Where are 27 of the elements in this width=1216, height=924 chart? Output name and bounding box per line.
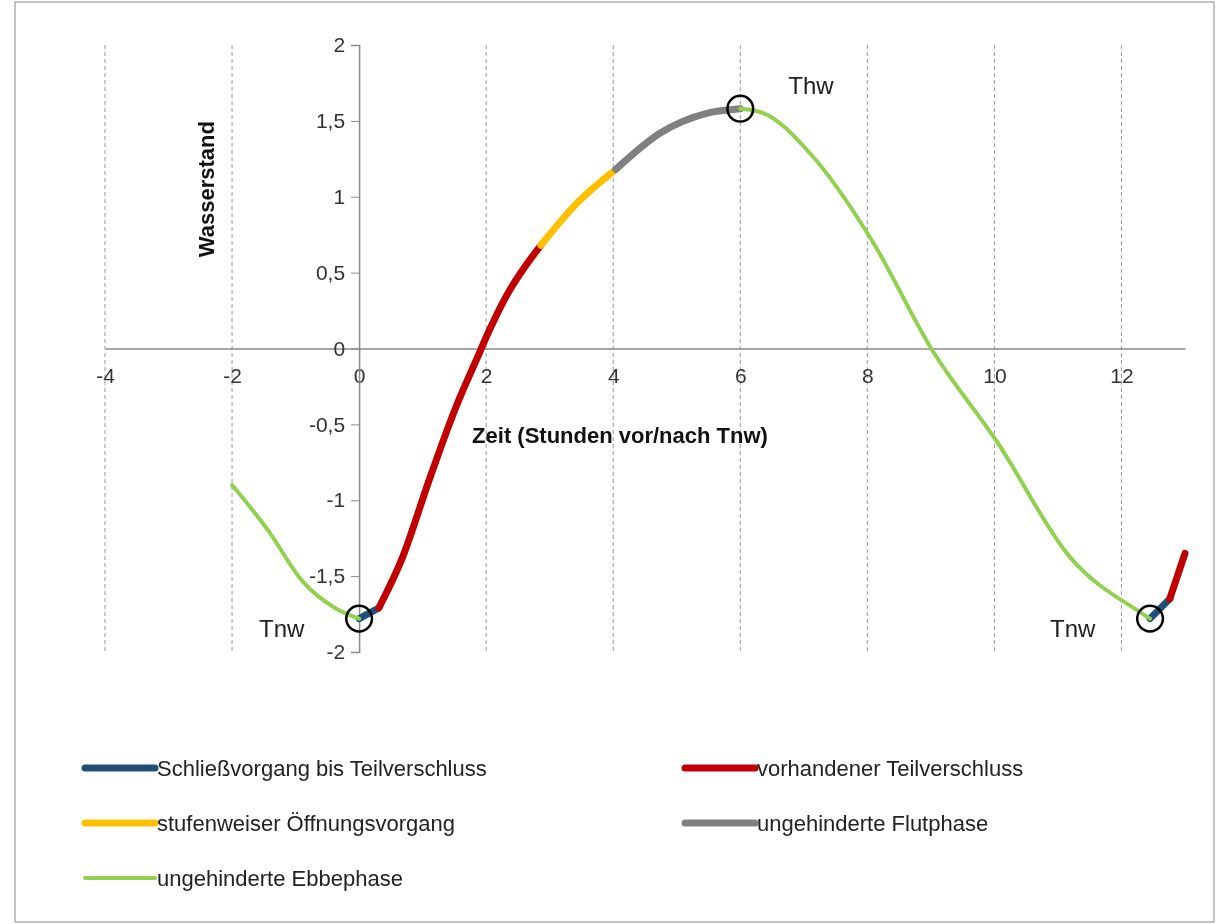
y-tick-label: 2	[333, 33, 346, 57]
legend-label: Schließvorgang bis Teilverschluss	[157, 756, 487, 781]
annotation: Tnw	[1050, 614, 1097, 642]
legend-label: vorhandener Teilverschluss	[757, 756, 1024, 781]
x-tick-label: 10	[983, 364, 1007, 388]
annotation: Thw	[788, 71, 835, 99]
y-axis-title: Wasserstand	[194, 121, 219, 258]
y-tick-label: 1	[333, 184, 346, 208]
x-tick-label: 8	[862, 364, 874, 388]
legend-label: ungehinderte Ebbephase	[157, 866, 403, 891]
y-tick-label: 0,5	[315, 260, 346, 284]
y-tick-label: 0	[333, 336, 346, 360]
y-tick-label: -1,5	[308, 564, 346, 588]
x-tick-label: 6	[734, 364, 747, 388]
x-axis-title: Zeit (Stunden vor/nach Tnw)	[472, 422, 768, 448]
x-tick-label: 4	[607, 364, 620, 388]
y-tick-label: -1	[326, 488, 346, 512]
y-tick-label: -0,5	[308, 412, 346, 436]
x-tick-label: -2	[223, 364, 242, 388]
legend-label: stufenweiser Öffnungsvorgang	[157, 811, 455, 836]
y-tick-label: -2	[326, 640, 346, 664]
y-tick-label: 1,5	[315, 109, 346, 133]
x-tick-label: 12	[1110, 364, 1134, 388]
legend-label: ungehinderte Flutphase	[757, 811, 989, 836]
x-tick-label: 2	[480, 364, 493, 388]
x-tick-label: -4	[96, 364, 116, 388]
annotation: Tnw	[259, 614, 306, 642]
